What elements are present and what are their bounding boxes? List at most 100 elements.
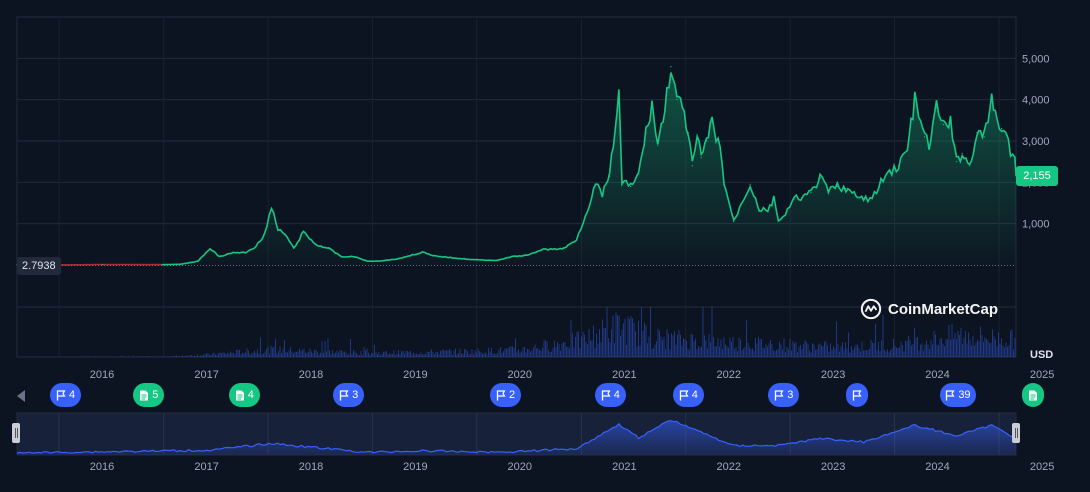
volume-bar [485, 352, 486, 357]
volume-bar [854, 347, 855, 357]
volume-bar [735, 347, 737, 357]
volume-bar [426, 351, 428, 357]
volume-bar [146, 356, 147, 357]
price-point [906, 148, 908, 150]
event-flag-marker[interactable]: 4 [50, 383, 82, 407]
volume-bar [681, 345, 683, 357]
volume-bar [917, 336, 918, 357]
event-news-marker[interactable]: 5 [133, 383, 165, 407]
volume-bar [407, 351, 408, 357]
volume-bar [807, 344, 809, 357]
volume-bar [923, 350, 924, 357]
event-flag-marker[interactable]: 4 [672, 383, 704, 407]
volume-bar [414, 354, 416, 357]
volume-bar [471, 349, 473, 357]
price-point [197, 260, 199, 262]
volume-bar [563, 342, 564, 357]
volume-bar [179, 356, 180, 357]
volume-bar [671, 333, 672, 357]
volume-bar [654, 344, 656, 357]
volume-bar [167, 356, 168, 357]
volume-bar [869, 348, 870, 357]
volume-bar [896, 347, 897, 357]
document-icon [139, 390, 149, 401]
navigator-right-handle[interactable] [1012, 423, 1020, 443]
volume-bar [339, 350, 341, 357]
volume-bar [683, 338, 684, 357]
volume-bar [311, 351, 312, 357]
event-flag-marker[interactable]: 4 [594, 383, 626, 407]
volume-bar [300, 350, 302, 357]
volume-bar [741, 350, 743, 357]
volume-bar [665, 349, 666, 357]
volume-bar [230, 351, 231, 357]
price-point [955, 161, 958, 163]
price-point [293, 247, 295, 250]
price-point [637, 173, 640, 175]
volume-bar [885, 351, 887, 357]
event-news-marker[interactable] [1022, 383, 1045, 407]
volume-bar [540, 350, 542, 357]
volume-bar [474, 350, 476, 357]
volume-bar [431, 349, 432, 357]
navigator[interactable] [16, 412, 1017, 456]
volume-bar [375, 352, 377, 357]
volume-bar [209, 354, 210, 357]
volume-bar [365, 350, 366, 357]
volume-bar [638, 320, 639, 357]
event-flag-marker[interactable] [846, 383, 869, 407]
volume-bar [582, 331, 584, 357]
volume-bar [893, 338, 894, 357]
event-count: 2 [509, 389, 516, 401]
volume-bar [941, 338, 942, 357]
volume-bar [606, 307, 608, 357]
volume-bar [969, 339, 971, 357]
event-count: 4 [691, 389, 698, 401]
price-point [996, 119, 998, 121]
volume-bar [255, 352, 257, 357]
volume-bar [458, 352, 459, 357]
event-flag-marker[interactable]: 3 [768, 383, 800, 407]
volume-bar [275, 338, 276, 357]
volume-bar [438, 354, 440, 357]
volume-bar [792, 341, 794, 357]
volume-bar [978, 341, 980, 357]
volume-bar [870, 339, 872, 357]
price-point [179, 263, 182, 265]
volume-bar [218, 353, 219, 357]
volume-bar [495, 353, 497, 357]
volume-bar [813, 344, 815, 357]
volume-bar [309, 348, 311, 357]
volume-bar [362, 355, 363, 357]
event-flag-marker[interactable]: 2 [490, 383, 522, 407]
volume-bar [944, 346, 945, 357]
event-news-marker[interactable]: 4 [228, 383, 260, 407]
x-tick-label: 2018 [299, 369, 323, 381]
volume-bar [317, 351, 318, 357]
volume-bar [461, 353, 462, 357]
volume-bar [605, 328, 606, 357]
event-flag-marker[interactable]: 3 [333, 383, 365, 407]
price-point [1001, 128, 1003, 130]
volume-bar [162, 356, 164, 357]
volume-bar [428, 351, 429, 357]
volume-bar [480, 352, 482, 357]
volume-bar [707, 348, 708, 357]
navigator-x-tick-label: 2023 [821, 461, 845, 473]
x-tick-label: 2020 [508, 369, 532, 381]
volume-bar [975, 342, 977, 357]
navigator-left-handle[interactable] [12, 423, 20, 443]
volume-bar [279, 346, 281, 357]
volume-bar [986, 338, 987, 357]
volume-bar [795, 342, 797, 357]
event-flag-marker[interactable]: 39 [939, 383, 976, 407]
events-scroll-left-button[interactable] [17, 390, 25, 402]
volume-bar [1011, 329, 1013, 357]
volume-bar [836, 321, 837, 357]
price-point [421, 251, 424, 253]
volume-bar [552, 347, 554, 357]
volume-bar [459, 348, 461, 357]
price-point [670, 66, 672, 68]
